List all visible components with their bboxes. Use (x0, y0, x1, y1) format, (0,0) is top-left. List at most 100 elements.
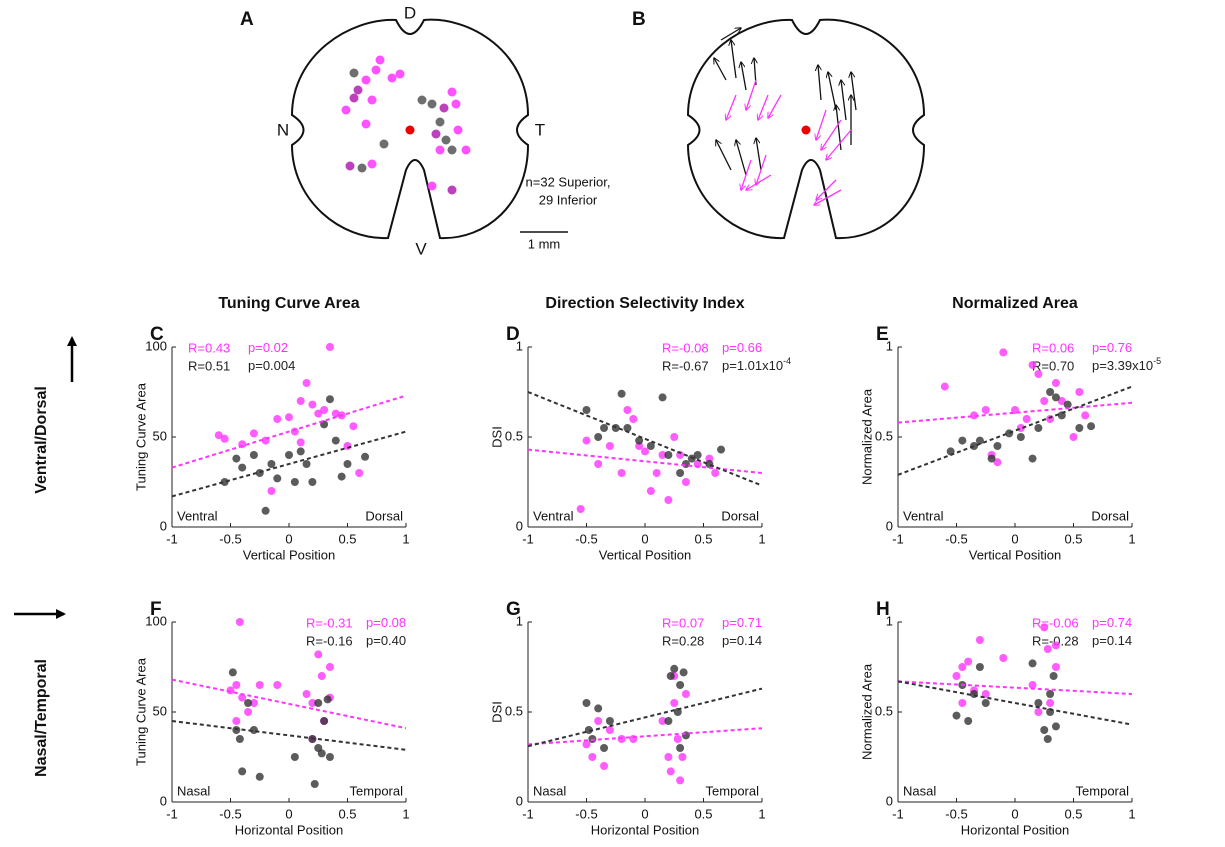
y-tick-label: 0 (516, 518, 523, 533)
point (226, 686, 235, 695)
point (325, 753, 334, 761)
row-label: Ventral/Dorsal (33, 386, 50, 494)
x-tick-label: 1 (402, 806, 409, 821)
trend-line (527, 687, 763, 748)
point (308, 400, 317, 409)
point (658, 717, 667, 725)
count-label: 29 Inferior (539, 192, 598, 207)
x-tick-label: -1 (522, 531, 534, 546)
point (687, 454, 696, 463)
point (981, 406, 990, 414)
point (361, 452, 370, 461)
corner-label: Ventral (903, 508, 944, 523)
r-value: R=0.70 (1032, 358, 1074, 373)
point (623, 406, 632, 414)
x-tick-label: -0.5 (575, 531, 597, 546)
point (228, 668, 237, 677)
x-tick-label: 0 (1011, 531, 1018, 546)
point (323, 695, 332, 704)
point (952, 672, 961, 680)
point (220, 434, 229, 443)
p-value: p=0.66 (722, 340, 762, 355)
point (1028, 454, 1037, 463)
point (285, 451, 293, 459)
point (584, 726, 593, 734)
point (296, 438, 305, 447)
ventral-label: V (415, 239, 427, 258)
point (220, 478, 229, 486)
nasal-label: N (277, 120, 289, 139)
point (666, 672, 675, 680)
point (666, 767, 675, 776)
x-tick-label: 1 (1128, 806, 1135, 821)
point (1051, 641, 1060, 650)
y-axis-label: DSI (489, 701, 504, 723)
p-text: p=0.14 (722, 633, 762, 648)
x-tick-label: 0.5 (694, 531, 712, 546)
point (1028, 659, 1037, 668)
point (600, 744, 609, 752)
retina-a (290, 18, 530, 240)
p-text: p=0.66 (722, 340, 762, 355)
point (664, 717, 673, 725)
p-text: p=0.76 (1092, 340, 1132, 355)
point (1063, 400, 1072, 409)
corner-label: Ventral (533, 508, 574, 523)
p-text: p=3.39x10 (1092, 358, 1153, 373)
point (1034, 424, 1043, 432)
point (594, 717, 603, 725)
point (320, 717, 329, 725)
y-tick-label: 1 (886, 338, 893, 353)
point (244, 699, 253, 707)
point (325, 663, 334, 671)
trend-line (171, 430, 407, 498)
point (314, 699, 323, 707)
point (244, 708, 253, 716)
point (600, 424, 609, 432)
r-value: R=-0.67 (662, 358, 709, 373)
x-tick-label: 0 (641, 806, 648, 821)
point (249, 429, 258, 438)
point (658, 393, 667, 402)
point (964, 717, 973, 725)
p-value: p=0.76 (1092, 340, 1132, 355)
point (302, 690, 311, 698)
y-axis-label: Tuning Curve Area (133, 657, 148, 766)
x-tick-label: 0 (285, 531, 292, 546)
point (605, 442, 614, 450)
point (1040, 397, 1049, 405)
point (238, 767, 247, 776)
point (302, 460, 311, 468)
y-tick-label: 0 (160, 793, 167, 808)
panel-letter: A (240, 9, 254, 30)
r-value: R=0.06 (1032, 340, 1074, 355)
chart-title: Normalized Area (952, 295, 1078, 312)
x-tick-label: 1 (758, 531, 765, 546)
point (673, 735, 682, 743)
point (1016, 433, 1025, 441)
point (711, 469, 720, 477)
chart-title: Direction Selectivity Index (545, 295, 744, 312)
point (717, 445, 726, 454)
x-tick-label: -0.5 (219, 806, 241, 821)
y-tick-label: 0.5 (505, 428, 523, 443)
point (308, 699, 317, 707)
trend-line (171, 394, 407, 469)
point (1028, 361, 1037, 369)
point (940, 382, 949, 391)
point (255, 681, 264, 689)
point (325, 395, 334, 404)
trend-line (527, 391, 763, 487)
corner-label: Temporal (706, 783, 760, 798)
point (317, 672, 326, 680)
point (987, 454, 996, 463)
y-axis-label: DSI (489, 426, 504, 448)
point (290, 478, 299, 486)
point (267, 487, 276, 495)
point (308, 478, 317, 486)
point (605, 717, 614, 725)
point (1046, 699, 1055, 707)
x-tick-label: 1 (402, 531, 409, 546)
point (681, 478, 690, 486)
y-tick-label: 50 (153, 428, 167, 443)
